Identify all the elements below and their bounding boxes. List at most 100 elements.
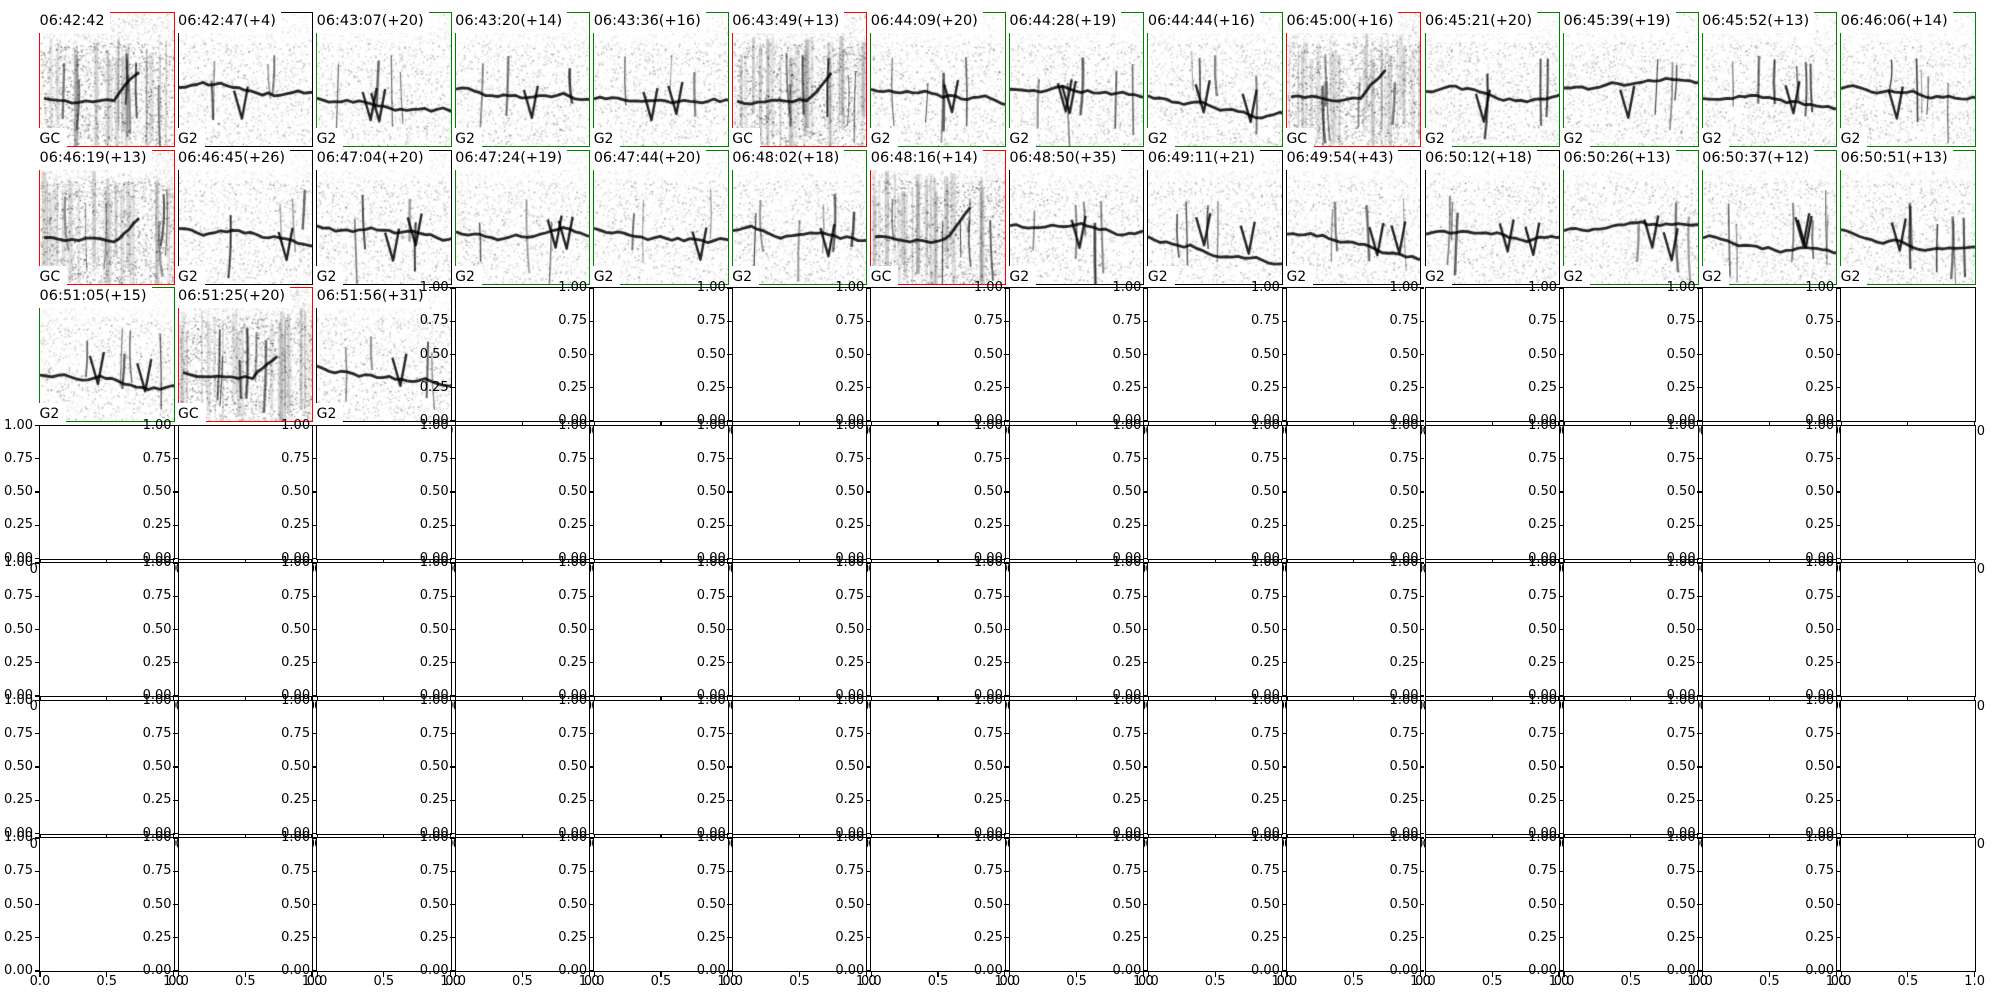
y-tick-mark [450, 733, 455, 735]
panel-class-label: GC [38, 128, 68, 148]
spectrogram-panel[interactable]: 06:43:36(+16) G2 [592, 11, 729, 148]
spectrogram-panel[interactable]: 06:47:04(+20) G2 [315, 149, 452, 285]
y-tick-mark [173, 424, 178, 427]
empty-subplot [1008, 562, 1145, 697]
panel-class-label: G2 [1424, 265, 1452, 285]
spectrogram-panel[interactable]: 06:51:25(+20) GC [177, 286, 314, 423]
y-tick-label: 1.00 [281, 417, 311, 433]
y-tick-label: 0.75 [835, 725, 865, 741]
spectrogram-image [1286, 13, 1421, 146]
spectrogram-panel[interactable]: 06:45:52(+13) G2 [1701, 11, 1838, 148]
y-tick-label: 0.50 [142, 759, 172, 774]
empty-subplot [593, 424, 729, 560]
x-tick-mark [732, 972, 734, 977]
spectrogram-panel[interactable]: 06:43:49(+13) GC [731, 11, 868, 148]
spectrogram-panel[interactable]: 06:48:02(+18) G2 [731, 149, 868, 285]
y-tick-label: 0.25 [281, 929, 311, 945]
spectrogram-panel[interactable]: 06:50:26(+13) G2 [1562, 149, 1699, 285]
panel-timestamp: 06:51:56(+31) [315, 286, 429, 308]
y-tick-mark [588, 799, 594, 801]
y-tick-label: 1.00 [558, 830, 588, 845]
y-tick-label: 1.00 [419, 280, 449, 295]
spectrogram-panel[interactable]: 06:46:45(+26) G2 [177, 149, 314, 285]
spectrogram-image [1841, 13, 1975, 146]
spectrogram-panel[interactable]: 06:51:05(+15) G2 [38, 286, 175, 423]
y-tick-mark [727, 733, 732, 735]
y-tick-mark [450, 287, 455, 289]
spectrogram-panel[interactable]: 06:50:12(+18) G2 [1424, 149, 1560, 285]
panel-timestamp: 06:50:12(+18) [1424, 149, 1538, 171]
spectrogram-panel[interactable]: 06:45:00(+16) GC [1285, 11, 1422, 148]
x-tick-mark [1835, 972, 1837, 977]
spectrogram-panel[interactable]: 06:45:21(+20) G2 [1424, 11, 1560, 148]
spectrogram-panel[interactable]: 06:48:16(+14) GC [869, 149, 1006, 285]
y-tick-label: 0.25 [419, 517, 449, 533]
y-tick-mark [727, 837, 732, 839]
y-tick-label: 1.00 [835, 280, 865, 295]
y-tick-mark [1143, 287, 1148, 289]
panel-class-label: G2 [1008, 128, 1037, 148]
spectrogram-panel[interactable]: 06:45:39(+19) G2 [1562, 11, 1699, 148]
y-tick-label: 1.00 [973, 417, 1003, 433]
y-tick-label: 1.00 [1112, 280, 1142, 295]
y-tick-mark [1281, 424, 1286, 427]
panel-timestamp: 06:46:06(+14) [1839, 11, 1953, 33]
spectrogram-panel[interactable]: 06:51:56(+31) G2 [315, 286, 452, 423]
empty-subplot [1840, 287, 1976, 422]
empty-subplot [1701, 287, 1838, 422]
y-tick-label: 1.00 [696, 830, 726, 845]
spectrogram-panel[interactable]: 06:42:42 GC [38, 11, 175, 148]
spectrogram-panel[interactable]: 06:44:09(+20) G2 [869, 11, 1006, 148]
x-tick-label: 0.5 [234, 974, 256, 989]
panel-class-label: GC [38, 265, 68, 285]
y-tick-mark [1697, 353, 1702, 356]
y-tick-mark [450, 870, 455, 872]
y-tick-mark [865, 832, 871, 835]
spectrogram-panel[interactable]: 06:43:07(+20) G2 [315, 11, 452, 148]
y-tick-mark [1420, 628, 1425, 631]
panel-class-label: G2 [1424, 128, 1452, 148]
panel-timestamp: 06:50:37(+12) [1701, 149, 1815, 171]
x-tick-label: 0.0 [860, 974, 882, 989]
panel-timestamp: 06:51:25(+20) [177, 286, 291, 308]
spectrogram-panel[interactable]: 06:47:44(+20) G2 [592, 149, 729, 285]
spectrogram-image [871, 13, 1005, 146]
empty-subplot [1147, 837, 1283, 972]
spectrogram-panel[interactable]: 06:50:51(+13) G2 [1839, 149, 1976, 285]
spectrogram-panel[interactable]: 06:46:06(+14) G2 [1839, 11, 1976, 148]
y-tick-label: 0.25 [1250, 654, 1280, 670]
spectrogram-panel[interactable]: 06:42:47(+4) G2 [177, 11, 314, 148]
panel-class-label: GC [1285, 128, 1315, 148]
y-tick-mark [1835, 832, 1841, 835]
spectrogram-panel[interactable]: 06:49:54(+43) G2 [1285, 149, 1422, 285]
y-tick-label: 0.50 [1389, 484, 1419, 499]
y-tick-label: 0.75 [1112, 588, 1142, 604]
spectrogram-panel[interactable]: 06:43:20(+14) G2 [454, 11, 591, 148]
y-tick-mark [1281, 733, 1286, 735]
spectrogram-panel[interactable]: 06:46:19(+13) GC [38, 149, 175, 285]
x-tick-label: 0.5 [1897, 974, 1919, 989]
y-tick-label: 1.00 [419, 692, 449, 708]
spectrogram-panel[interactable]: 06:49:11(+21) G2 [1146, 149, 1283, 285]
y-tick-mark [34, 903, 39, 906]
x-tick-mark [1286, 972, 1288, 977]
empty-subplot [1840, 562, 1976, 697]
y-tick-mark [1835, 628, 1841, 631]
spectrogram-panel[interactable]: 06:44:28(+19) G2 [1008, 11, 1145, 148]
empty-subplot [1424, 562, 1560, 697]
y-tick-mark [450, 837, 455, 839]
y-tick-mark [588, 699, 594, 702]
y-tick-mark [727, 387, 732, 389]
spectrogram-panel[interactable]: 06:50:37(+12) G2 [1701, 149, 1838, 285]
y-tick-label: 0.00 [419, 688, 449, 703]
spectrogram-panel[interactable]: 06:47:24(+19) G2 [454, 149, 591, 285]
spectrogram-panel[interactable]: 06:48:50(+35) G2 [1008, 149, 1145, 285]
spectrogram-image [1702, 13, 1837, 146]
spectrogram-panel[interactable]: 06:44:44(+16) G2 [1146, 11, 1283, 148]
y-tick-mark [588, 903, 594, 906]
y-tick-label: 0.00 [419, 963, 449, 978]
empty-subplot [177, 562, 314, 697]
y-tick-mark [727, 458, 732, 460]
empty-subplot [1563, 562, 1699, 697]
empty-subplot [870, 699, 1006, 835]
